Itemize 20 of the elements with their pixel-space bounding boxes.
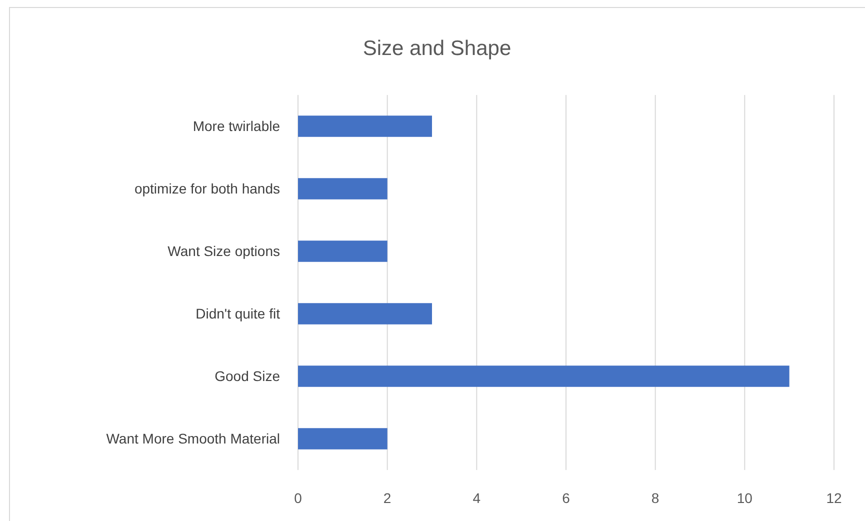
- x-tick-label: 10: [736, 490, 753, 506]
- x-tick-label: 6: [562, 490, 570, 506]
- x-tick-label: 12: [826, 490, 842, 506]
- bar: [298, 116, 432, 137]
- bar: [298, 303, 432, 324]
- y-tick-label: Didn't quite fit: [196, 306, 280, 322]
- x-tick-label: 4: [472, 490, 481, 506]
- y-tick-label: optimize for both hands: [134, 180, 280, 197]
- y-tick-label: Want Size options: [168, 243, 280, 260]
- chart-title: Size and Shape: [362, 37, 512, 60]
- y-tick-label: More twirlable: [192, 118, 280, 134]
- y-tick-label: Want More Smooth Material: [106, 430, 280, 447]
- y-tick-label: Good Size: [214, 368, 280, 384]
- bar: [298, 366, 790, 387]
- bar: [298, 178, 388, 200]
- x-tick-label: 2: [383, 490, 392, 506]
- bar: [298, 428, 388, 450]
- bar: [298, 240, 388, 262]
- x-tick-label: 8: [651, 490, 660, 506]
- x-tick-label: 0: [294, 490, 302, 506]
